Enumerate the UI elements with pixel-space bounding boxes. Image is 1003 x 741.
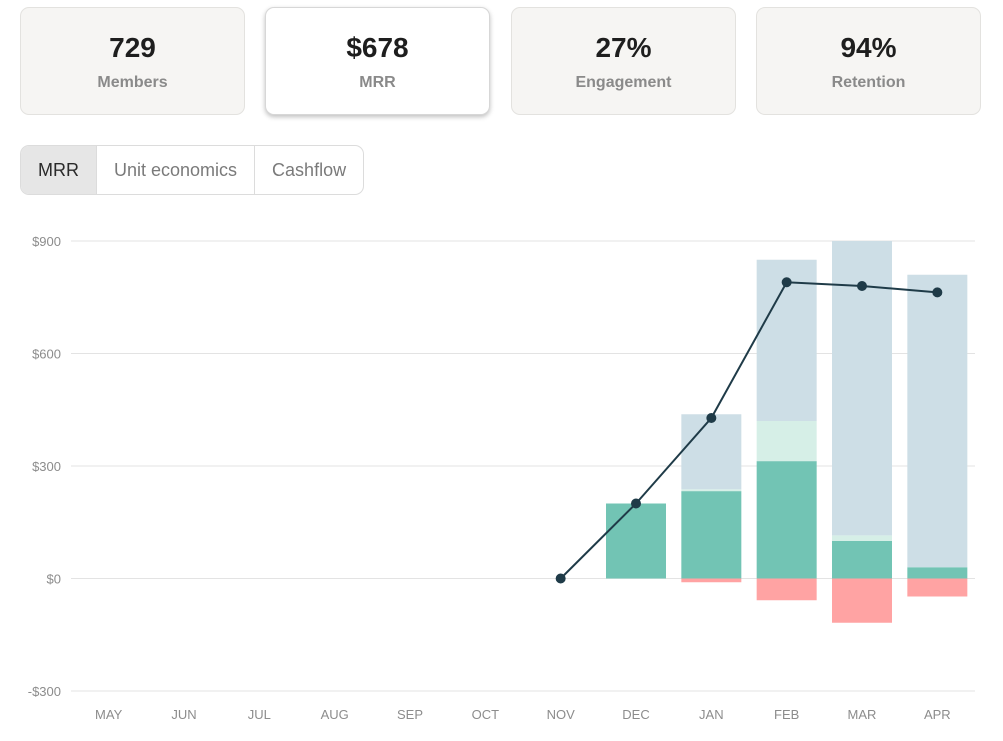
kpi-label: MRR: [359, 74, 396, 91]
tab-unit-economics[interactable]: Unit economics: [97, 146, 256, 194]
bar-segment: [832, 541, 892, 579]
mrr-line: [559, 281, 938, 580]
x-tick-label: NOV: [547, 707, 576, 722]
bar-segment: [681, 414, 742, 490]
kpi-row: 729 Members $678 MRR 27% Engagement 94% …: [20, 7, 981, 115]
kpi-card-engagement[interactable]: 27% Engagement: [511, 7, 736, 115]
kpi-value: 729: [109, 32, 156, 63]
bar-segment: [832, 535, 892, 541]
bar-segment: [756, 421, 817, 462]
y-tick-label: $600: [32, 347, 61, 362]
kpi-label: Retention: [831, 74, 906, 91]
bar-segment: [907, 274, 968, 568]
kpi-label: Engagement: [575, 74, 672, 91]
kpi-label: Members: [97, 74, 168, 91]
x-tick-label: JUN: [171, 707, 196, 722]
x-tick-label: SEP: [397, 707, 423, 722]
mrr-chart: $900 $600 $300 $0 -$300 MAY JUN JUL AUG SEP OCT NOV…: [28, 234, 975, 722]
bar-segment: [907, 578, 968, 597]
kpi-card-members[interactable]: 729 Members: [20, 7, 245, 115]
tab-cashflow[interactable]: Cashflow: [272, 160, 347, 180]
x-tick-label: DEC: [622, 707, 649, 722]
x-tick-label: APR: [924, 707, 951, 722]
bar-segment: [606, 503, 666, 579]
mrr-point: [631, 498, 641, 509]
mrr-point: [555, 573, 566, 584]
bar-segment: [832, 578, 892, 623]
y-tick-label: $0: [47, 572, 61, 587]
mrr-point: [857, 281, 867, 291]
mrr-point: [706, 413, 717, 423]
mrr-point: [781, 277, 792, 288]
y-tick-label: $300: [32, 459, 61, 474]
tab-mrr[interactable]: MRR: [21, 146, 97, 194]
x-tick-label: MAY: [95, 707, 123, 722]
kpi-value: 27%: [595, 32, 652, 63]
kpi-value: 94%: [840, 32, 897, 63]
mrr-point: [932, 287, 943, 298]
bar-segment: [681, 578, 742, 583]
bar-segment: [756, 461, 817, 579]
x-tick-label: JAN: [699, 707, 724, 722]
chart-tabs: MRR Unit economics Cashflow: [20, 145, 365, 195]
bar-segment: [681, 491, 742, 579]
bar-segment: [681, 489, 742, 492]
y-tick-label: -$300: [28, 684, 61, 699]
x-tick-label: JUL: [248, 707, 271, 722]
y-tick-label: $900: [32, 234, 61, 249]
kpi-card-mrr[interactable]: $678 MRR: [265, 7, 490, 115]
x-tick-label: MAR: [848, 707, 877, 722]
bar-segment: [756, 578, 817, 601]
kpi-card-retention[interactable]: 94% Retention: [756, 7, 981, 115]
x-tick-label: FEB: [774, 707, 799, 722]
kpi-value: $678: [346, 32, 409, 63]
x-tick-label: OCT: [472, 707, 500, 722]
bar-segment: [907, 567, 968, 579]
x-tick-label: AUG: [321, 707, 349, 722]
